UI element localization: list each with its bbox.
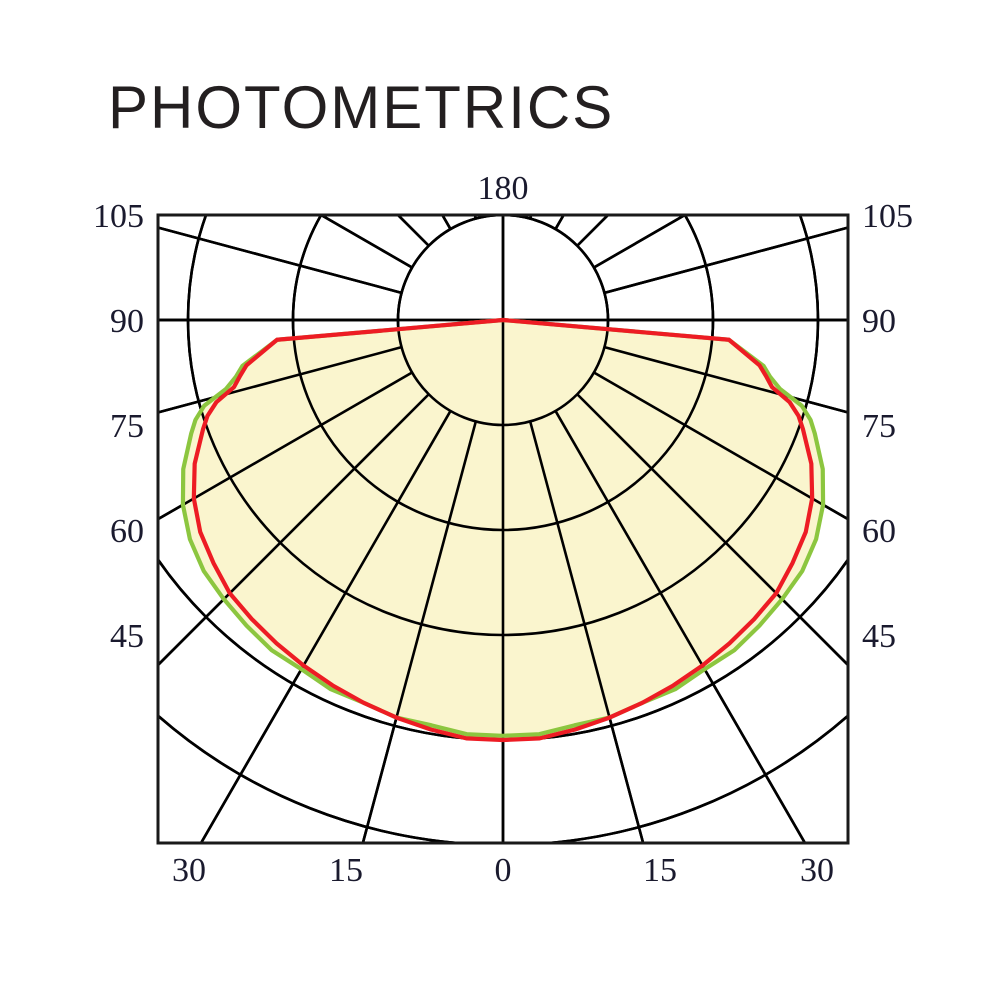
plot-frame — [156, 213, 850, 845]
grid-spoke — [576, 215, 610, 247]
axis-label-bottom-3-15: 15 — [643, 852, 677, 889]
axis-label-right-75: 75 — [862, 408, 896, 445]
grid-spoke — [473, 215, 478, 219]
grid-spoke — [361, 421, 478, 843]
grid-spoke — [593, 371, 848, 521]
grid-spoke — [473, 215, 478, 219]
grid-spoke — [440, 215, 452, 230]
page-title: PHOTOMETRICS — [108, 74, 615, 141]
axis-label-left-75: 75 — [110, 408, 144, 445]
grid-spoke — [158, 393, 430, 667]
grid-spoke — [554, 410, 807, 843]
grid-spoke — [554, 215, 566, 230]
axis-labels: 105 90 75 60 45 105 90 75 60 45 30 15 0 15 30 180 — [93, 170, 913, 889]
grid-spoke — [528, 421, 645, 843]
curve-c90 — [180, 317, 826, 738]
grid-spoke — [576, 215, 610, 247]
grid-spoke — [604, 226, 848, 295]
axis-label-right-105: 105 — [862, 198, 913, 235]
axis-label-bottom-2-0: 0 — [495, 852, 512, 889]
axis-label-left-60: 60 — [110, 513, 144, 550]
axis-label-right-45: 45 — [862, 618, 896, 655]
axis-label-bottom-1-15: 15 — [329, 852, 363, 889]
grid-spoke — [528, 215, 533, 219]
axis-label-left-45: 45 — [110, 618, 144, 655]
grid-spoke — [158, 345, 402, 414]
grid-spoke — [554, 215, 566, 230]
axis-label-left-90: 90 — [110, 303, 144, 340]
axis-label-top-180: 180 — [478, 170, 529, 207]
grid-spoke — [158, 226, 402, 295]
grid-spoke — [396, 215, 430, 247]
axis-label-right-60: 60 — [862, 513, 896, 550]
grid-spoke — [199, 410, 452, 843]
axis-label-right-90: 90 — [862, 303, 896, 340]
curve-c0 — [191, 317, 815, 743]
axis-label-bottom-0-30: 30 — [172, 852, 206, 889]
grid-spoke — [528, 215, 533, 219]
axis-label-left-105: 105 — [93, 198, 144, 235]
axis-label-bottom-4-30: 30 — [800, 852, 834, 889]
grid-spoke — [158, 371, 413, 521]
grid-spoke — [396, 215, 430, 247]
grid-spoke — [604, 345, 848, 414]
grid-spoke — [440, 215, 452, 230]
grid-spoke — [576, 393, 848, 667]
